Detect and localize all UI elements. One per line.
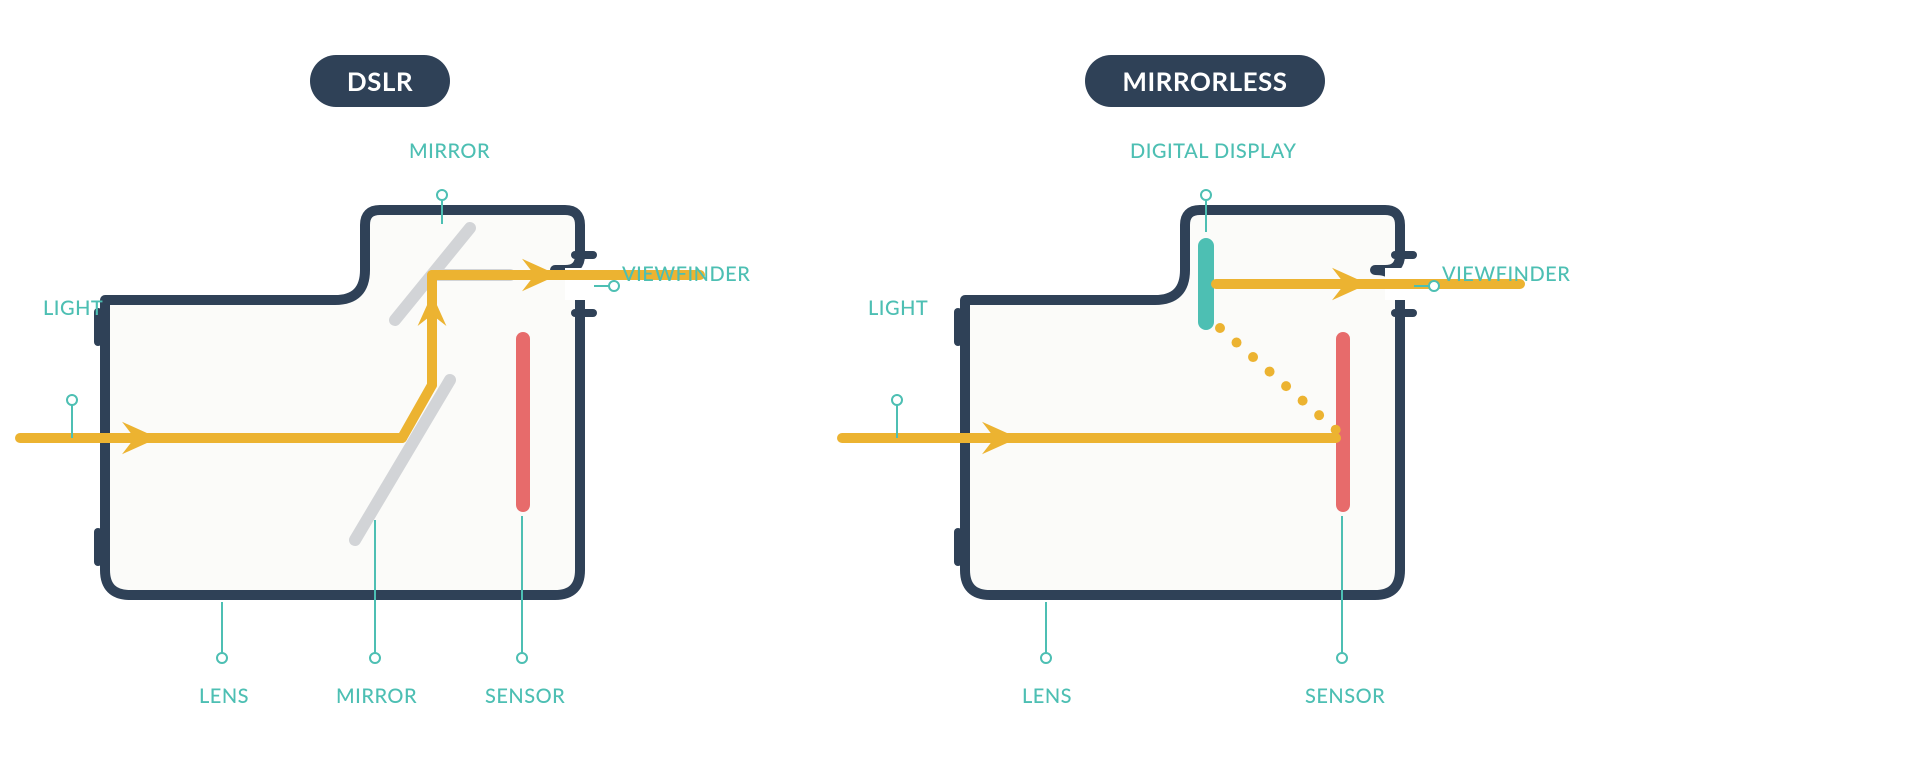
mirrorless-diagram — [842, 190, 1520, 663]
dslr-label-lens: LENS — [199, 684, 249, 708]
mirrorless-sensor — [1336, 332, 1350, 512]
mirrorless-label-sensor: SENSOR — [1305, 684, 1385, 708]
dslr-diagram — [20, 190, 700, 663]
dslr-label-light: LIGHT — [43, 296, 103, 320]
mirrorless-label-lens: LENS — [1022, 684, 1072, 708]
mirrorless-label-light: LIGHT — [868, 296, 928, 320]
dslr-label-mirror-bottom: MIRROR — [336, 684, 417, 708]
dslr-label-sensor: SENSOR — [485, 684, 565, 708]
dslr-label-mirror-top: MIRROR — [409, 139, 490, 163]
camera-diagram — [0, 0, 1920, 781]
dslr-sensor — [516, 332, 530, 512]
dslr-body-outline — [105, 210, 580, 595]
mirrorless-label-viewfinder: VIEWFINDER — [1442, 262, 1570, 286]
mirrorless-body-outline — [965, 210, 1400, 595]
mirrorless-label-display: DIGITAL DISPLAY — [1130, 139, 1296, 163]
dslr-label-viewfinder: VIEWFINDER — [622, 262, 750, 286]
